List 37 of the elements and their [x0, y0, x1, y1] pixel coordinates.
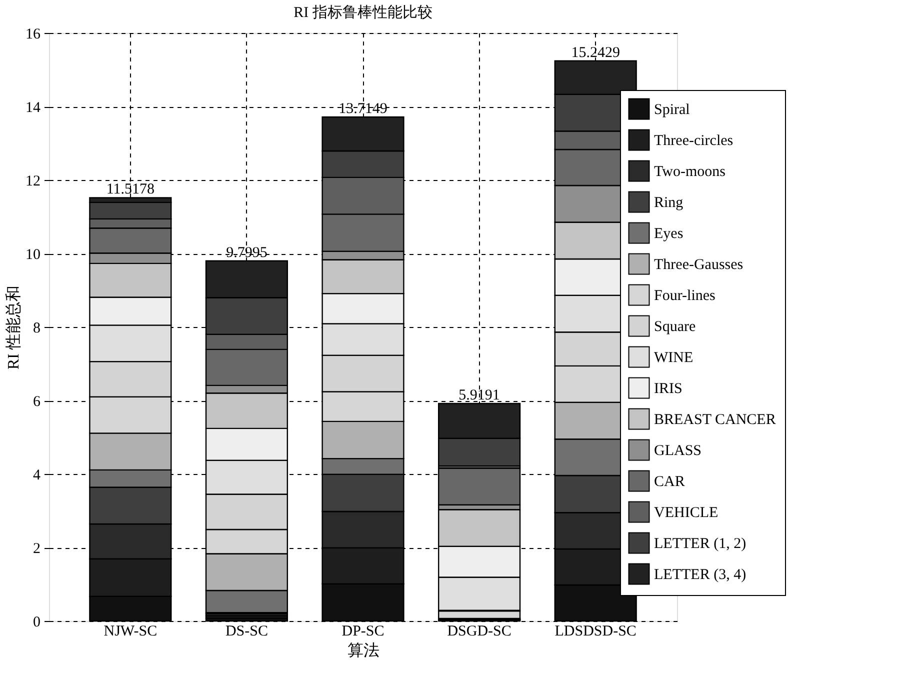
legend-label: LETTER (1, 2) — [654, 536, 746, 552]
legend-label: GLASS — [654, 443, 702, 459]
x-tick-label: NJW-SC — [104, 624, 158, 640]
y-tick-label: 14 — [26, 100, 41, 116]
y-tick-label: 0 — [33, 614, 40, 630]
legend-label: Three-Gausses — [654, 257, 744, 273]
total-label: 13.7149 — [338, 100, 388, 117]
x-tick-label: LDSDSD-SC — [554, 624, 636, 640]
legend-label: VEHICLE — [654, 505, 718, 521]
total-label: 5.9191 — [458, 387, 500, 404]
x-tick-label: DP-SC — [342, 624, 384, 640]
y-axis-title: RI 性能总和 — [4, 286, 22, 370]
legend-label: BREAST CANCER — [654, 412, 776, 428]
chart-title: RI 指标鲁棒性能比较 — [294, 4, 432, 21]
y-tick-label: 8 — [33, 320, 40, 336]
legend-label: Spiral — [654, 102, 690, 118]
legend-label: Ring — [654, 195, 684, 211]
legend-label: Two-moons — [654, 164, 726, 180]
x-tick-label: DSGD-SC — [447, 624, 512, 640]
y-tick-label: 2 — [33, 541, 40, 557]
y-tick-label: 10 — [26, 247, 40, 263]
y-tick-label: 12 — [26, 174, 40, 190]
x-axis-title: 算法 — [348, 642, 380, 660]
total-label: 11.5178 — [106, 182, 155, 198]
legend-label: IRIS — [654, 381, 682, 397]
legend-label: WINE — [654, 350, 694, 366]
y-tick-label: 4 — [33, 468, 41, 484]
legend-label: Square — [654, 319, 696, 335]
y-tick-label: 6 — [33, 394, 41, 410]
total-label: 15.2429 — [571, 44, 620, 61]
legend-label: LETTER (3, 4) — [654, 567, 746, 583]
x-tick-label: DS-SC — [225, 624, 268, 640]
legend-label: Four-lines — [654, 288, 716, 304]
legend-label: Eyes — [654, 226, 684, 242]
legend-label: CAR — [654, 474, 685, 490]
legend-label: Three-circles — [654, 133, 734, 149]
y-tick-label: 16 — [26, 26, 41, 42]
